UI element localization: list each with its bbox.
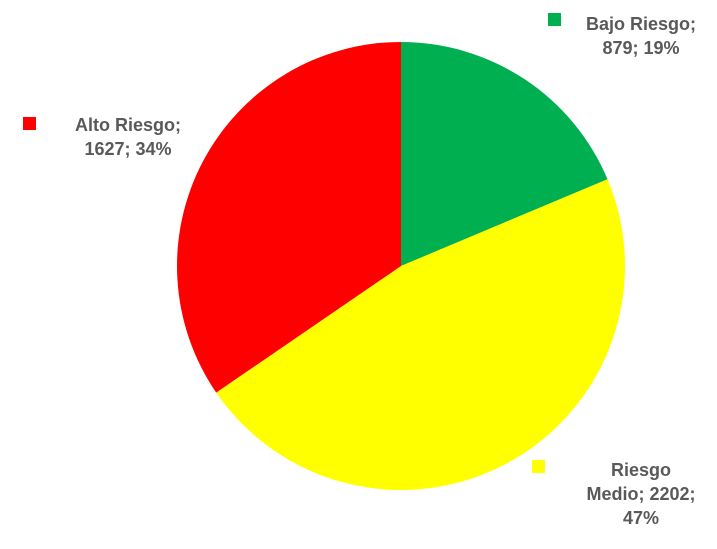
data-label-line: 47% — [623, 508, 659, 528]
data-label-bajo-riesgo: Bajo Riesgo; 879; 19% — [548, 13, 696, 58]
pie-slice-riesgo-medio — [216, 179, 626, 490]
legend-key-alto-riesgo — [23, 117, 36, 130]
pie-slices — [177, 42, 626, 490]
data-label-line: 879; 19% — [602, 38, 679, 58]
pie-data-labels: Bajo Riesgo; 879; 19% Riesgo Medio; 2202; 47… — [23, 13, 696, 528]
data-label-alto-riesgo: Alto Riesgo; 1627; 34% — [23, 115, 181, 159]
data-label-riesgo-medio: Riesgo Medio; 2202; 47% — [532, 460, 696, 528]
legend-key-riesgo-medio — [532, 460, 545, 473]
data-label-line: Alto Riesgo; — [75, 115, 181, 135]
data-label-line: Riesgo — [611, 460, 671, 480]
data-label-line: Medio; 2202; — [586, 484, 695, 504]
data-label-line: 1627; 34% — [84, 139, 171, 159]
pie-slice-bajo-riesgo — [401, 42, 608, 266]
legend-key-bajo-riesgo — [548, 13, 561, 26]
data-label-line: Bajo Riesgo; — [586, 14, 696, 34]
pie-slice-alto-riesgo — [177, 42, 401, 393]
